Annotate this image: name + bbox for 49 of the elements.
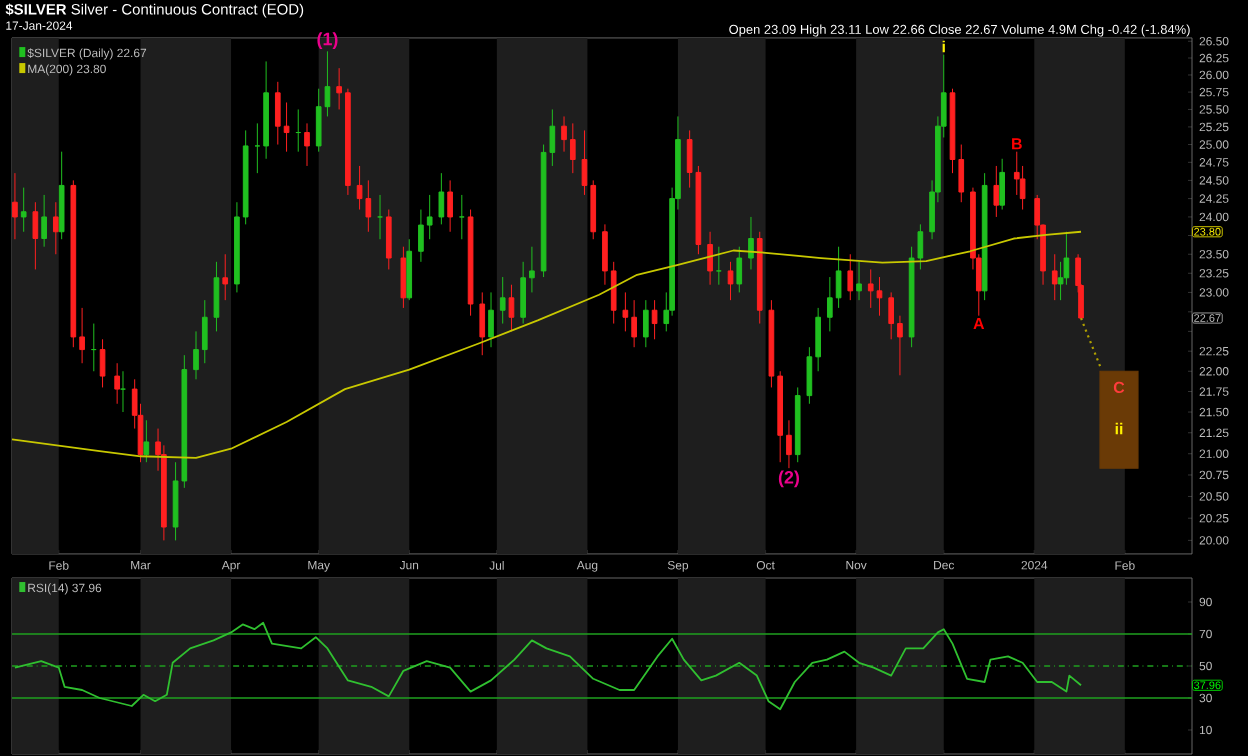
candlestick [993,165,1000,218]
candlestick [981,172,988,301]
candlestick [707,231,713,286]
line-series [11,230,1082,459]
candlestick [41,194,47,248]
candlestick [727,261,734,301]
candlestick [488,291,494,348]
candlestick [52,201,59,255]
candlestick [377,194,383,240]
candlestick [447,179,453,233]
candlestick [90,323,97,372]
candlestick [406,238,413,301]
candlestick [222,253,229,301]
candlestick [736,246,743,293]
candlestick [867,268,874,309]
candlestick [32,201,39,270]
candlestick [569,122,576,174]
candlestick [876,276,883,317]
candlestick [295,108,302,153]
candlestick [756,231,763,325]
candlestick [467,209,474,317]
candlestick [438,172,445,225]
candlestick [385,209,392,270]
candlestick [12,172,18,240]
candlestick [1051,253,1058,301]
candlestick [114,362,120,405]
candlestick [99,338,106,388]
candlestick [748,216,754,270]
candlestick [794,386,801,463]
candlestick [847,253,854,301]
candlestick [143,419,150,463]
candlestick [856,261,862,301]
candlestick [458,194,465,240]
annotation: (1) [317,32,338,49]
candlestick [716,246,722,286]
candlestick [213,261,220,332]
line-series [14,621,1082,711]
candlestick [651,299,658,340]
candlestick [58,151,65,240]
candlestick [400,246,407,309]
annotation: (2) [778,470,800,488]
candlestick [999,158,1005,211]
candlestick [304,122,310,167]
candlestick [642,299,649,348]
candlestick [508,284,515,332]
candlestick [499,276,506,325]
candlestick [120,370,126,413]
candlestick [20,187,27,233]
candlestick [479,291,486,356]
